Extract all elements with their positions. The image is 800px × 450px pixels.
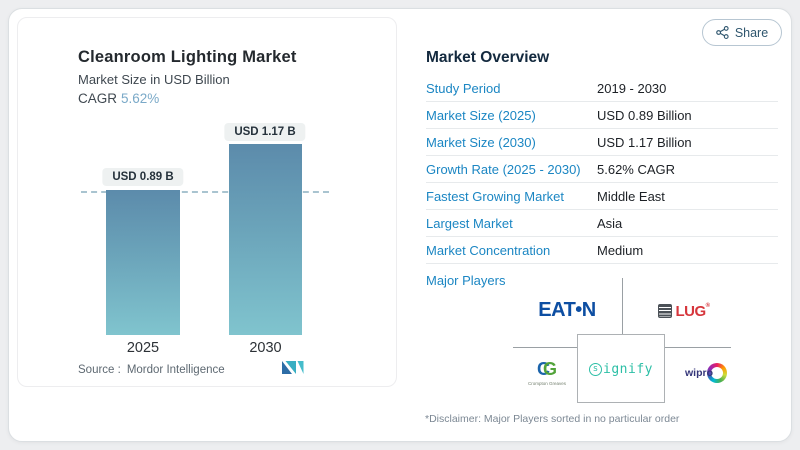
x-axis-label-2025: 2025 [126, 340, 160, 356]
lug-louver-icon [658, 304, 673, 318]
market-overview-heading: Market Overview [426, 49, 550, 66]
signify-logo: s ignify [578, 359, 664, 379]
chart-cagr: CAGR 5.62% [78, 91, 159, 106]
value-badge-2025: USD 0.89 B [102, 168, 184, 186]
lug-logo-text: LUG® [675, 302, 710, 320]
wipro-rainbow-halo-icon [707, 363, 727, 383]
row-value: USD 0.89 Billion [597, 107, 692, 123]
row-value: Middle East [597, 188, 665, 204]
chart-title: Cleanroom Lighting Market [78, 48, 297, 66]
lug-logo: LUG® [639, 300, 729, 322]
eaton-logo: EAT•N [514, 297, 620, 323]
eaton-logo-text: EAT•N [538, 298, 596, 321]
source-value: Mordor Intelligence [126, 364, 225, 376]
signify-logo-text: ignify [603, 361, 653, 377]
bar-2025 [106, 190, 180, 335]
share-label: Share [734, 25, 769, 40]
market-report-card: Cleanroom Lighting Market Market Size in… [8, 8, 792, 442]
crompton-caption: Crompton Greaves [527, 381, 566, 386]
value-badge-2030: USD 1.17 B [224, 123, 306, 141]
major-players-label: Major Players [426, 273, 506, 288]
table-row-market-concentration: Market Concentration Medium [426, 237, 778, 264]
row-label: Growth Rate (2025 - 2030) [426, 161, 581, 177]
crompton-cg-icon: C G [536, 358, 557, 379]
bar-2030 [229, 144, 302, 335]
players-connector-right [664, 347, 731, 348]
row-value: Asia [597, 215, 623, 231]
row-value: Medium [597, 242, 644, 258]
registered-mark: ® [705, 302, 710, 309]
cagr-label: CAGR [78, 91, 118, 106]
chart-panel: Cleanroom Lighting Market Market Size in… [17, 17, 397, 387]
row-label: Market Size (2030) [426, 134, 536, 150]
chart-subtitle: Market Size in USD Billion [78, 72, 230, 87]
wipro-logo-text: wipro [685, 367, 713, 379]
row-value: 2019 - 2030 [597, 80, 667, 96]
table-row-study-period: Study Period 2019 - 2030 [426, 75, 778, 102]
disclaimer-text: *Disclaimer: Major Players sorted in no … [425, 413, 680, 425]
wipro-logo: wipro [671, 361, 741, 385]
row-label: Study Period [426, 80, 501, 96]
x-axis-label-2030: 2030 [249, 340, 282, 356]
row-label: Fastest Growing Market [426, 188, 564, 204]
table-row-largest-market: Largest Market Asia [426, 210, 778, 237]
share-icon [715, 26, 729, 39]
table-row-fastest-growing-market: Fastest Growing Market Middle East [426, 183, 778, 210]
table-row-growth-rate: Growth Rate (2025 - 2030) 5.62% CAGR [426, 156, 778, 183]
mordor-intelligence-logo [282, 359, 304, 380]
table-row-market-size-2030: Market Size (2030) USD 1.17 Billion [426, 129, 778, 156]
players-divider-vertical [622, 278, 623, 334]
source-attribution: Source : Mordor Intelligence [78, 364, 225, 376]
source-label: Source : [78, 364, 121, 376]
table-row-market-size-2025: Market Size (2025) USD 0.89 Billion [426, 102, 778, 129]
signify-circle-s-icon: s [589, 362, 603, 376]
row-label: Market Concentration [426, 242, 551, 258]
row-label: Largest Market [426, 215, 513, 231]
row-label: Market Size (2025) [426, 107, 536, 123]
players-connector-left [513, 347, 577, 348]
row-value: 5.62% CAGR [597, 161, 676, 177]
share-button[interactable]: Share [702, 19, 782, 46]
dashed-reference-line [81, 191, 329, 193]
row-value: USD 1.17 Billion [597, 134, 692, 150]
overview-table: Study Period 2019 - 2030 Market Size (20… [426, 75, 778, 264]
crompton-greaves-logo: C G Crompton Greaves [507, 358, 587, 392]
cagr-value: 5.62% [121, 91, 160, 106]
